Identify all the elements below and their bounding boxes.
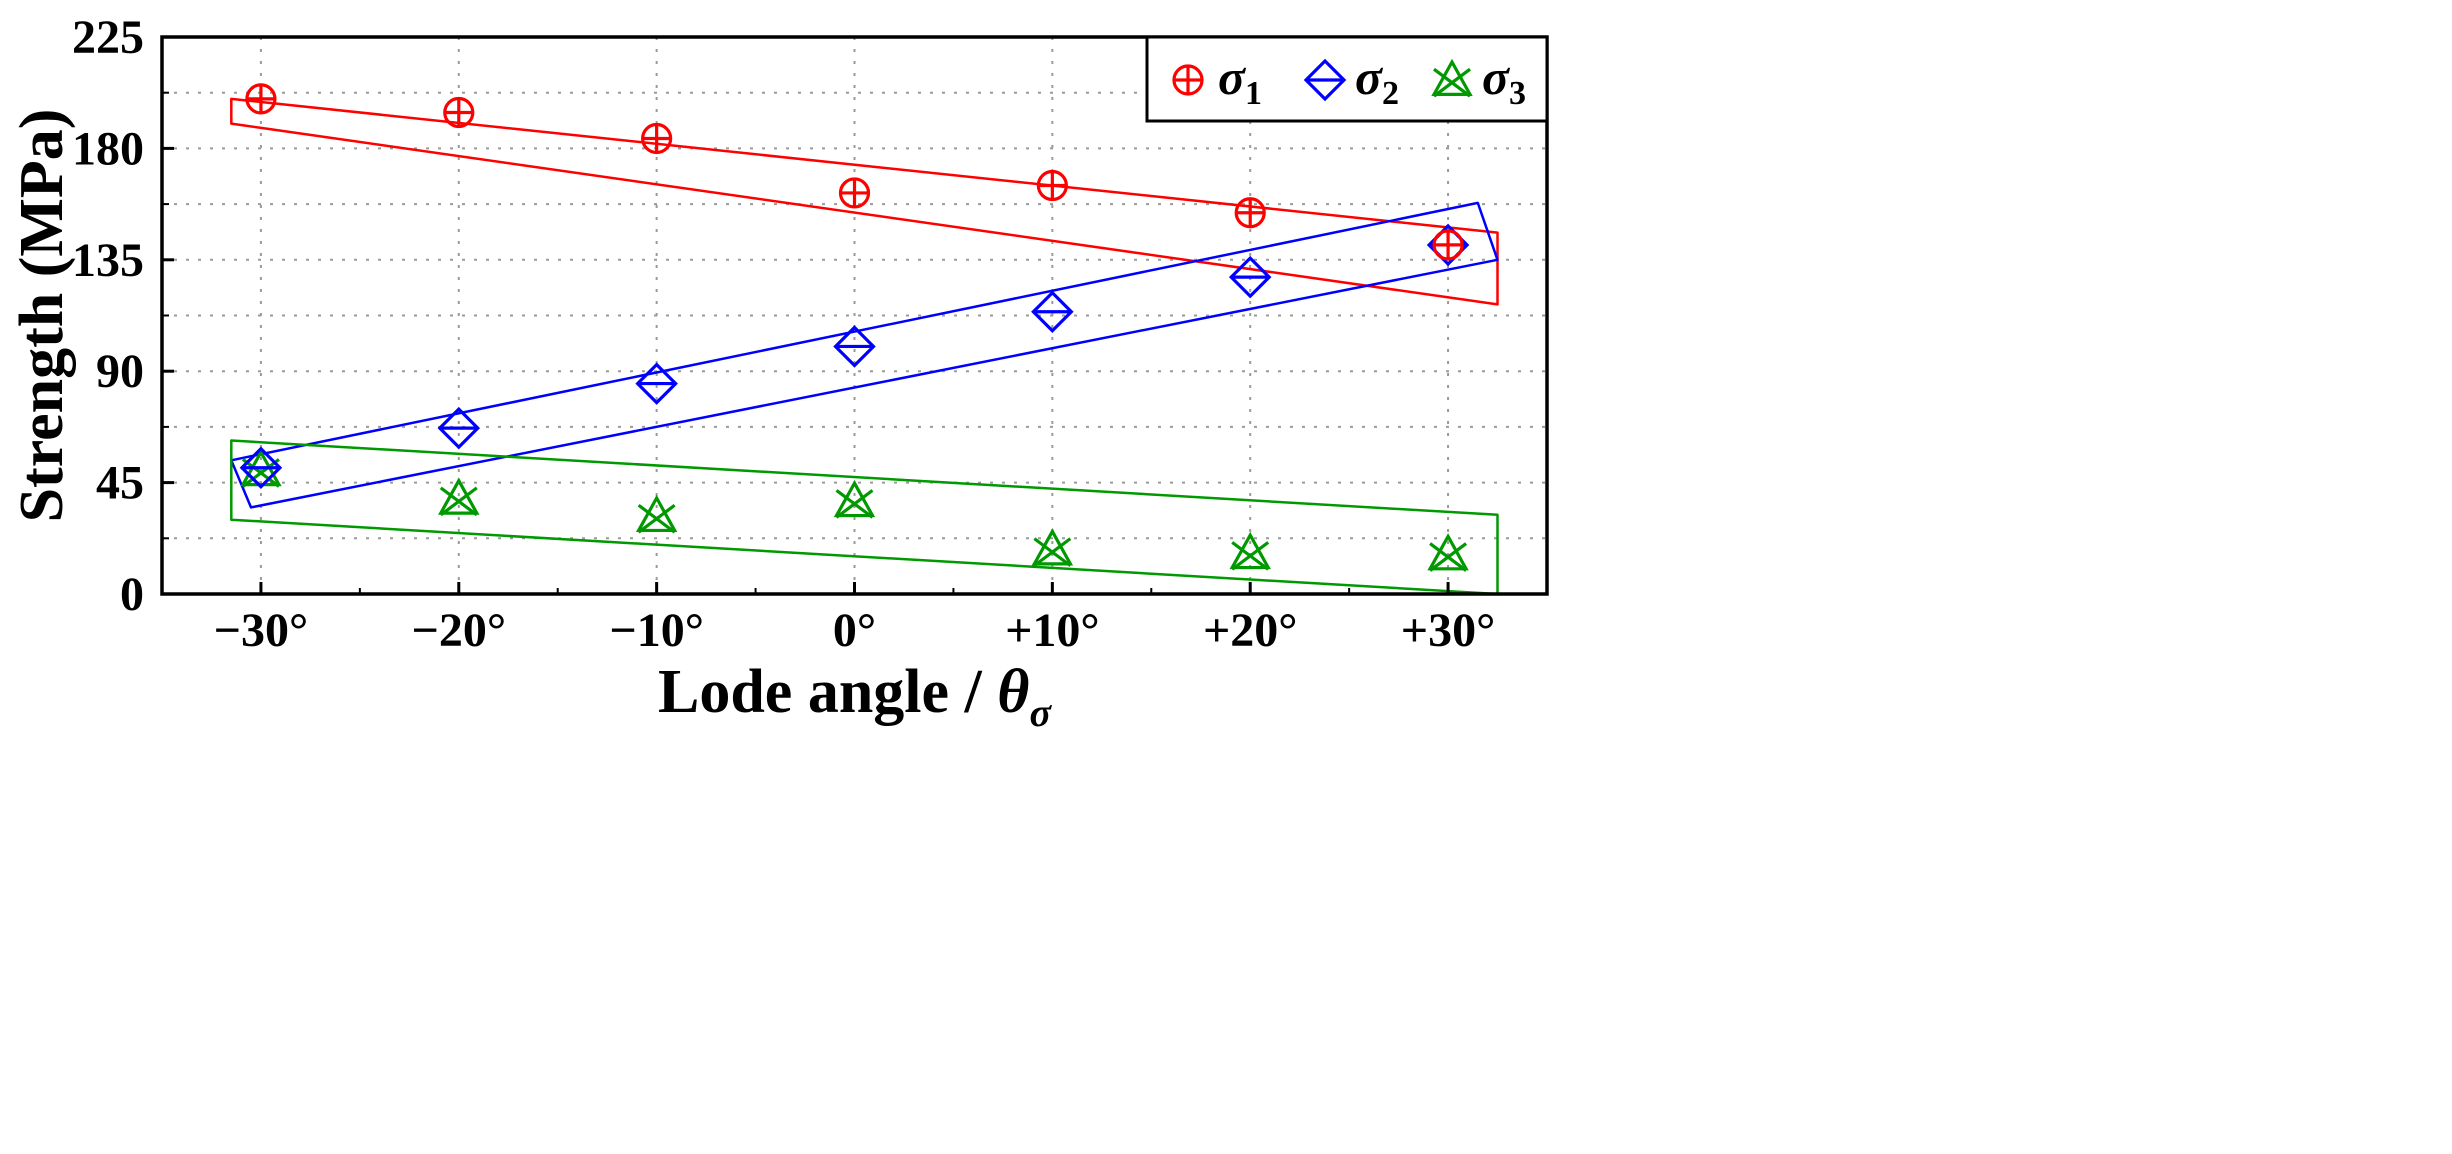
legend-label-σ2: σ2 bbox=[1355, 49, 1399, 112]
legend-marker-σ3 bbox=[1431, 58, 1473, 98]
marker-xline bbox=[1433, 67, 1471, 98]
y-tick-label: 0 bbox=[120, 568, 144, 621]
envelope-σ2 bbox=[230, 201, 1499, 509]
point-σ1--30 bbox=[245, 83, 277, 115]
y-tick-label: 90 bbox=[96, 345, 144, 398]
point-σ3--10 bbox=[635, 494, 678, 534]
x-axis-title-subscript: σ bbox=[1029, 690, 1052, 735]
marker-diamond bbox=[833, 325, 876, 368]
x-tick-label: −10° bbox=[609, 604, 704, 657]
x-tick-label: 0° bbox=[833, 604, 876, 657]
marker-triangle bbox=[1031, 528, 1074, 566]
point-σ1--10 bbox=[641, 122, 673, 155]
x-tick-label: +20° bbox=[1203, 604, 1298, 657]
legend: σ1 σ2 σ3 bbox=[1145, 35, 1549, 123]
x-axis-title-text: Lode angle / bbox=[658, 658, 997, 726]
envelope-σ1 bbox=[230, 97, 1499, 306]
legend-marker-σ2 bbox=[1303, 58, 1347, 102]
point-σ2--20 bbox=[437, 406, 481, 450]
legend-subscript: 3 bbox=[1509, 75, 1526, 112]
point-σ3-0 bbox=[833, 479, 876, 519]
marker-xline bbox=[439, 486, 478, 517]
point-σ2-20 bbox=[1228, 255, 1272, 299]
point-σ2--10 bbox=[635, 362, 678, 405]
x-tick-label: −20° bbox=[412, 604, 507, 657]
point-σ3-30 bbox=[1427, 533, 1469, 572]
marker-triangle bbox=[1229, 531, 1271, 570]
point-σ1-30 bbox=[1432, 229, 1464, 261]
point-σ2--30 bbox=[239, 446, 283, 490]
marker-xline bbox=[1231, 541, 1270, 571]
point-σ2-0 bbox=[833, 325, 876, 368]
x-tick-label: +30° bbox=[1401, 604, 1496, 657]
marker-diamond bbox=[635, 362, 678, 405]
y-tick-label: 45 bbox=[96, 457, 144, 510]
legend-box bbox=[1145, 35, 1549, 123]
marker-xline bbox=[637, 503, 676, 534]
marker-diamond bbox=[1228, 255, 1272, 299]
marker-diamond bbox=[1031, 290, 1074, 334]
envelope-σ3 bbox=[230, 439, 1499, 596]
point-σ1-20 bbox=[1234, 197, 1266, 229]
y-axis-title: Strength (MPa) bbox=[8, 109, 76, 523]
point-σ3--20 bbox=[438, 477, 480, 517]
y-tick-label: 225 bbox=[72, 11, 144, 64]
data-markers bbox=[239, 83, 1470, 572]
x-axis-title: Lode angle / θσ bbox=[658, 658, 1053, 735]
marker-triangle bbox=[438, 477, 480, 515]
legend-subscript: 2 bbox=[1382, 75, 1399, 112]
x-tick-label: −30° bbox=[214, 604, 309, 657]
legend-label-σ1: σ1 bbox=[1218, 49, 1262, 112]
marker-diamond bbox=[1303, 58, 1347, 102]
legend-label-σ3: σ3 bbox=[1482, 49, 1526, 112]
point-σ2-10 bbox=[1031, 290, 1074, 334]
legend-symbol: σ bbox=[1218, 49, 1247, 105]
legend-symbol: σ bbox=[1482, 49, 1511, 105]
marker-triangle bbox=[833, 479, 876, 518]
legend-symbol: σ bbox=[1355, 49, 1384, 105]
point-σ1-10 bbox=[1036, 169, 1068, 202]
marker-diamond bbox=[239, 446, 283, 490]
y-tick-label: 180 bbox=[72, 122, 144, 175]
marker-xline bbox=[835, 489, 874, 519]
y-tick-label: 135 bbox=[72, 234, 144, 287]
legend-marker-σ1 bbox=[1172, 64, 1204, 96]
marker-triangle bbox=[635, 494, 678, 533]
marker-xline bbox=[241, 458, 280, 488]
point-σ3-20 bbox=[1229, 531, 1271, 571]
point-σ3-10 bbox=[1031, 528, 1074, 567]
marker-triangle bbox=[1427, 533, 1469, 571]
marker-xline bbox=[1429, 542, 1468, 572]
x-tick-label: +10° bbox=[1005, 604, 1100, 657]
point-σ1--20 bbox=[443, 96, 475, 129]
marker-diamond bbox=[437, 406, 481, 450]
marker-triangle bbox=[1431, 58, 1473, 97]
x-axis-title-symbol: θ bbox=[997, 658, 1029, 726]
marker-xline bbox=[1033, 537, 1072, 567]
axis-ticks: −30° −20° −10° 0° +10° +20° +30° 0 45 90 135 180 225 bbox=[72, 11, 1548, 657]
point-σ1-0 bbox=[838, 177, 871, 209]
grid-lines bbox=[162, 37, 1547, 594]
legend-subscript: 1 bbox=[1245, 75, 1262, 112]
